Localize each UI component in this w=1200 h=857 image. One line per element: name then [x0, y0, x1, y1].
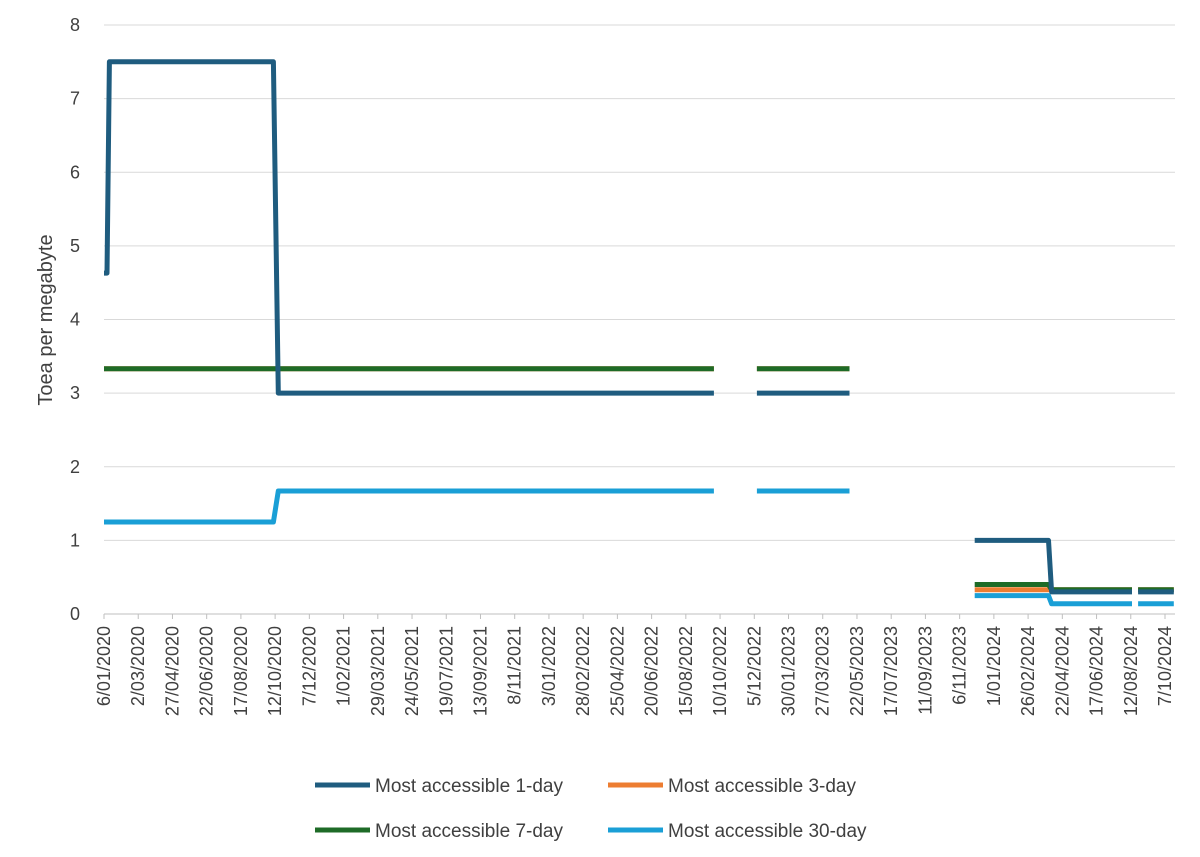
y-tick-label: 5 [70, 236, 80, 256]
y-tick-label: 7 [70, 89, 80, 109]
x-tick-label: 12/08/2024 [1121, 626, 1141, 716]
x-tick-label: 22/06/2020 [197, 626, 217, 716]
x-tick-label: 28/02/2022 [573, 626, 593, 716]
legend-label-most-accessible-7-day: Most accessible 7-day [375, 821, 563, 842]
x-tick-label: 17/08/2020 [231, 626, 251, 716]
x-tick-label: 11/09/2023 [915, 626, 935, 715]
x-tick-label: 17/07/2023 [881, 626, 901, 716]
y-axis-tick-labels: 0 1 2 3 4 5 6 7 8 [70, 15, 80, 624]
x-tick-label: 6/11/2023 [950, 626, 970, 705]
x-tick-label: 17/06/2024 [1087, 626, 1107, 716]
x-tick-label: 1/02/2021 [334, 626, 354, 706]
x-tick-label: 8/11/2021 [505, 626, 525, 705]
legend-label-most-accessible-1-day: Most accessible 1-day [375, 776, 563, 797]
legend-label-most-accessible-3-day: Most accessible 3-day [668, 776, 856, 797]
y-tick-label: 3 [70, 383, 80, 403]
x-tick-label: 22/04/2024 [1052, 626, 1072, 716]
x-tick-label: 19/07/2021 [436, 626, 456, 716]
x-tick-label: 2/03/2020 [128, 626, 148, 706]
y-tick-label: 6 [70, 162, 80, 182]
series-line-most-accessible-1-day [104, 59, 714, 396]
x-tick-label: 7/10/2024 [1155, 626, 1175, 706]
x-axis: 6/01/2020 2/03/2020 27/04/2020 22/06/2020 17… [94, 614, 1175, 716]
x-tick-label: 13/09/2021 [470, 626, 490, 716]
x-tick-label: 27/03/2023 [813, 626, 833, 716]
x-tick-label: 25/04/2022 [607, 626, 627, 716]
x-tick-label: 12/10/2020 [265, 626, 285, 716]
y-axis-title: Toea per megabyte [35, 234, 57, 405]
legend: Most accessible 1-day Most accessible 3-d… [315, 776, 867, 842]
x-tick-label: 10/10/2022 [710, 626, 730, 716]
series-line-most-accessible-30-day [104, 488, 714, 525]
series-line-most-accessible-1-day [974, 537, 1132, 595]
x-tick-label: 27/04/2020 [162, 626, 182, 716]
y-tick-label: 1 [70, 530, 80, 550]
x-tick-label: 1/01/2024 [984, 626, 1004, 706]
x-tick-label: 26/02/2024 [1018, 626, 1038, 716]
x-tick-label: 3/01/2022 [539, 626, 559, 706]
y-tick-label: 0 [70, 604, 80, 624]
x-tick-label: 15/08/2022 [676, 626, 696, 716]
x-tick-label: 29/03/2021 [368, 626, 388, 716]
x-tick-label: 5/12/2022 [744, 626, 764, 706]
x-tick-label: 22/05/2023 [847, 626, 867, 716]
x-tick-label: 30/01/2023 [779, 626, 799, 716]
gridlines [104, 24, 1175, 615]
x-tick-label: 6/01/2020 [94, 626, 114, 706]
y-tick-label: 8 [70, 15, 80, 35]
series-line-most-accessible-30-day [974, 593, 1132, 607]
y-tick-label: 2 [70, 457, 80, 477]
x-tick-label: 24/05/2021 [402, 626, 422, 716]
x-tick-label: 7/12/2020 [299, 626, 319, 706]
series-lines [104, 59, 1174, 607]
x-tick-label: 20/06/2022 [642, 626, 662, 716]
legend-label-most-accessible-30-day: Most accessible 30-day [668, 821, 867, 842]
y-tick-label: 4 [70, 310, 80, 330]
